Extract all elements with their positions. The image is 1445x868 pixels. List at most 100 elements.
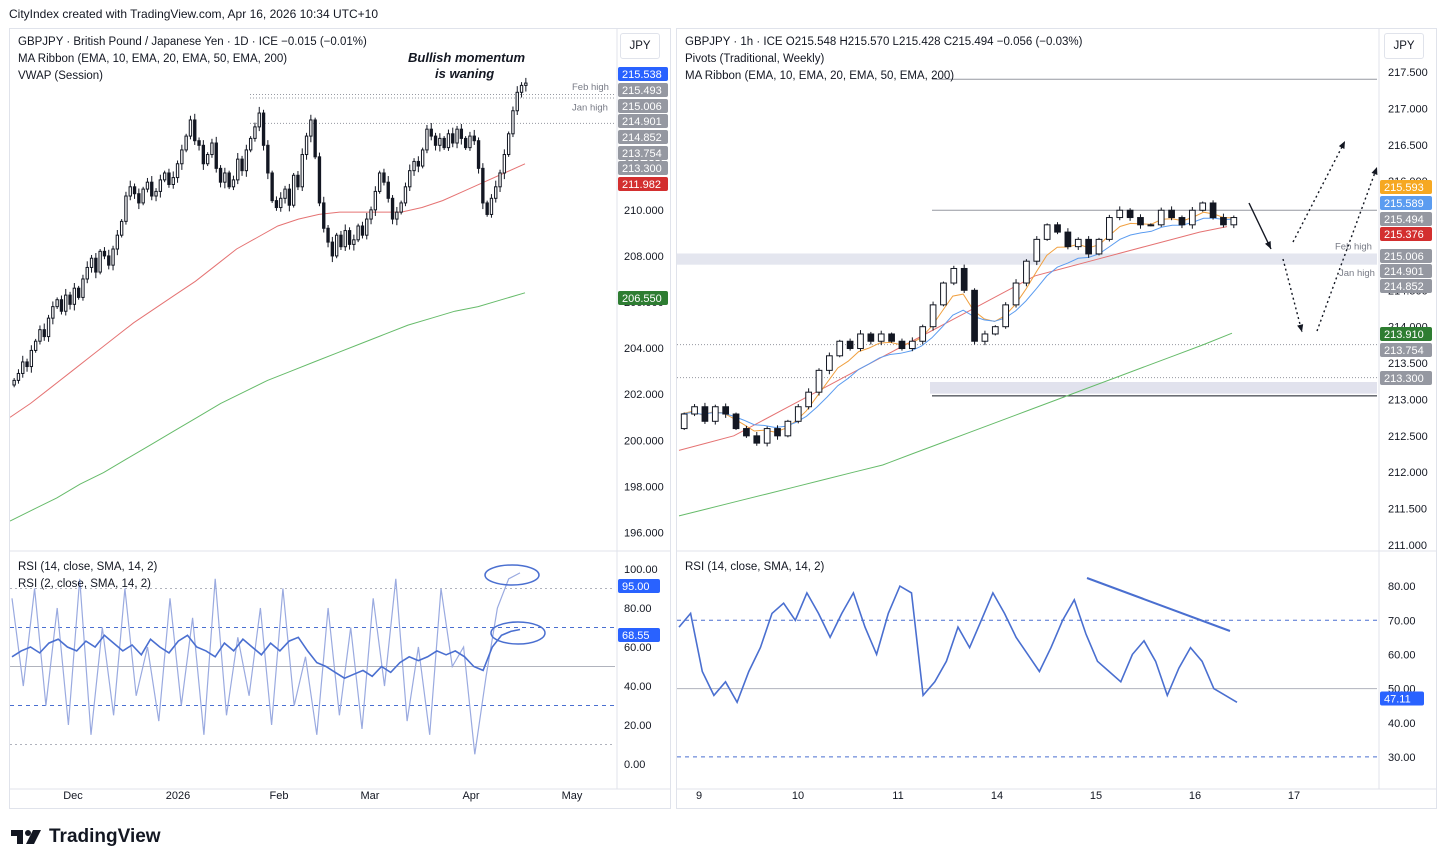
left-candle	[137, 193, 141, 204]
left-candle	[68, 294, 72, 305]
left-chart-panel[interactable]: 196.000198.000200.000202.000204.000206.0…	[9, 28, 671, 809]
left-currency-button[interactable]: JPY	[620, 33, 660, 59]
right-chart-panel[interactable]: 211.000 211.500 212.000 212.500 213.000 213.5…	[676, 28, 1437, 809]
right-candle	[960, 267, 968, 291]
right-rsi-divergence-line	[1086, 577, 1231, 632]
right-price-tick: 211.500	[1388, 504, 1427, 516]
right-candle	[1157, 209, 1165, 226]
left-candle	[25, 361, 29, 368]
right-candle	[908, 340, 916, 350]
chart-credit: CityIndex created with TradingView.com, …	[9, 7, 378, 21]
right-candle	[1209, 202, 1217, 219]
right-candle	[743, 428, 750, 437]
right-candle	[1168, 209, 1175, 219]
left-candle	[188, 119, 193, 137]
right-ema200-line	[678, 332, 1233, 517]
left-candle	[377, 172, 382, 192]
right-rsi-tick: 40.00	[1388, 718, 1416, 730]
tradingview-logo[interactable]: TradingView	[11, 826, 161, 848]
right-feb-high-label: Feb high	[1335, 242, 1372, 253]
right-price-label: 215.376	[1384, 229, 1424, 241]
left-candle	[468, 135, 472, 149]
right-rsi-tick: 60.00	[1388, 649, 1416, 661]
left-candle	[446, 133, 451, 149]
left-price-label: 213.300	[622, 163, 662, 175]
left-candle	[162, 172, 167, 181]
left-candle	[102, 250, 107, 257]
left-candle	[171, 177, 175, 185]
left-chart-svg[interactable]: 196.000198.000200.000202.000204.000206.0…	[10, 29, 670, 808]
right-legend: GBPJPY · 1h · ICE O215.548 H215.570 L215…	[685, 34, 1082, 85]
left-candle	[330, 241, 335, 257]
right-price-tick: 212.000	[1388, 467, 1428, 479]
right-price-label: 215.006	[1384, 251, 1424, 263]
right-price-label: 213.754	[1384, 345, 1424, 357]
right-price-label: 215.589	[1384, 198, 1424, 210]
left-candle	[403, 186, 408, 204]
left-candle	[145, 181, 150, 190]
right-drop-arrow	[1282, 258, 1303, 333]
right-down-arrow-head	[1265, 241, 1271, 249]
right-candle	[680, 413, 688, 430]
right-candle	[1199, 202, 1207, 211]
right-candle	[732, 413, 740, 430]
left-candle	[236, 158, 240, 181]
right-rsi14-legend: RSI (14, close, SMA, 14, 2)	[685, 561, 825, 573]
right-price-tick: 217.000	[1388, 103, 1428, 115]
left-candle	[223, 172, 227, 183]
left-candle	[240, 158, 244, 172]
right-price-tick: 213.500	[1388, 358, 1428, 370]
left-candle	[429, 128, 433, 137]
right-price-label-bg	[1380, 212, 1432, 226]
left-rsi-legend: RSI (14, close, SMA, 14, 2) RSI (2, clos…	[18, 559, 157, 593]
left-price-tick: 196.000	[624, 527, 664, 539]
right-candle	[1095, 238, 1103, 255]
right-ema50-line	[678, 226, 1228, 451]
right-price-label: 214.901	[1384, 266, 1424, 278]
right-price-tick: 216.500	[1388, 140, 1428, 152]
left-rsi-tick: 80.00	[624, 603, 652, 615]
right-candle	[1126, 209, 1134, 219]
left-candle	[347, 230, 352, 245]
left-candle	[128, 186, 132, 197]
right-breakout-arrow	[1292, 140, 1346, 243]
right-candle	[1074, 238, 1082, 248]
right-candle	[774, 428, 781, 437]
left-candle	[193, 119, 197, 142]
right-candle	[836, 340, 844, 357]
left-candle	[72, 287, 77, 305]
right-time-tick: 9	[696, 790, 702, 802]
left-candle	[154, 190, 158, 197]
right-currency-button[interactable]: JPY	[1384, 33, 1424, 59]
right-chart-svg[interactable]: 211.000 211.500 212.000 212.500 213.000 213.5…	[677, 29, 1436, 808]
left-rsi14-line	[11, 628, 521, 680]
right-rally-arrow	[1316, 166, 1378, 332]
left-rsi2-legend: RSI (2, close, SMA, 14, 2)	[18, 578, 151, 590]
right-price-label-bg	[1380, 249, 1432, 263]
right-candle	[722, 406, 730, 415]
right-price-label-bg	[1380, 196, 1432, 210]
right-price-label-bg	[1380, 327, 1432, 341]
left-price-tick: 210.000	[624, 205, 664, 217]
right-candle	[1116, 209, 1124, 219]
right-candle	[971, 289, 978, 342]
right-price-tick: 217.500	[1388, 67, 1428, 79]
right-candle	[1147, 224, 1155, 227]
left-candle	[334, 234, 339, 257]
right-legend-symbol: GBPJPY · 1h · ICE O215.548 H215.570 L215…	[685, 36, 1083, 48]
right-drop-arrow-head	[1297, 324, 1304, 332]
left-rsi-tick: 40.00	[624, 681, 652, 693]
left-price-label-bg	[618, 130, 668, 144]
left-candle	[42, 329, 46, 338]
left-candle	[455, 128, 459, 144]
left-time-tick: 2026	[166, 790, 190, 802]
left-candle	[463, 137, 468, 149]
tradingview-logo-icon	[11, 830, 41, 844]
right-candle	[991, 326, 999, 335]
right-candle	[701, 406, 709, 422]
left-candle	[442, 137, 446, 149]
left-price-label-bg	[618, 177, 668, 191]
left-candle	[506, 133, 511, 156]
left-candle	[352, 239, 356, 245]
left-price-label-bg	[618, 99, 668, 113]
